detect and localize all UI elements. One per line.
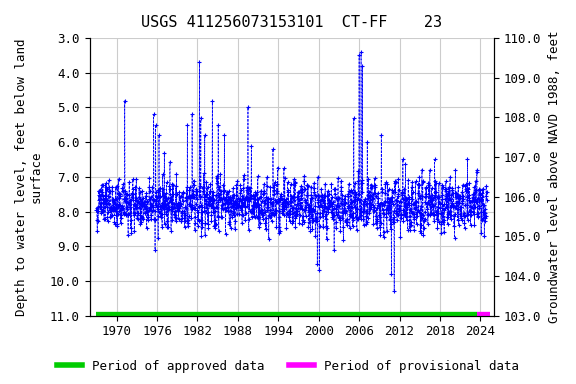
Legend: Period of approved data, Period of provisional data: Period of approved data, Period of provi… [52,355,524,378]
Title: USGS 411256073153101  CT-FF    23: USGS 411256073153101 CT-FF 23 [141,15,442,30]
Y-axis label: Groundwater level above NAVD 1988, feet: Groundwater level above NAVD 1988, feet [548,31,561,323]
Y-axis label: Depth to water level, feet below land
surface: Depth to water level, feet below land su… [15,38,43,316]
